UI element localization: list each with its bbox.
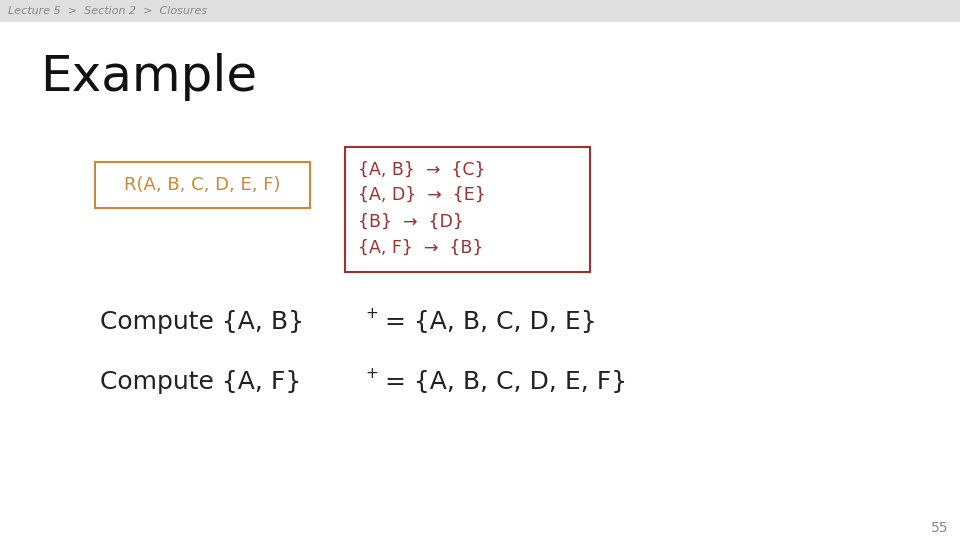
Bar — [95, 162, 310, 208]
Text: Compute {A, B}: Compute {A, B} — [100, 310, 304, 334]
Bar — [345, 147, 590, 272]
Text: Compute {A, F}: Compute {A, F} — [100, 370, 301, 394]
Text: {A, D}  →  {E}: {A, D} → {E} — [358, 186, 486, 204]
Text: +: + — [365, 307, 377, 321]
Text: Lecture 5  >  Section 2  >  Closures: Lecture 5 > Section 2 > Closures — [8, 6, 207, 16]
Text: {B}  →  {D}: {B} → {D} — [358, 213, 464, 231]
Text: 55: 55 — [930, 521, 948, 535]
Text: = {A, B, C, D, E}: = {A, B, C, D, E} — [377, 310, 597, 334]
Bar — [0, 0, 960, 22]
Text: +: + — [365, 367, 377, 381]
Text: {A, F}  →  {B}: {A, F} → {B} — [358, 239, 484, 257]
Text: Example: Example — [40, 53, 257, 101]
Text: R(A, B, C, D, E, F): R(A, B, C, D, E, F) — [124, 176, 280, 194]
Text: = {A, B, C, D, E, F}: = {A, B, C, D, E, F} — [377, 370, 627, 394]
Text: {A, B}  →  {C}: {A, B} → {C} — [358, 161, 486, 179]
